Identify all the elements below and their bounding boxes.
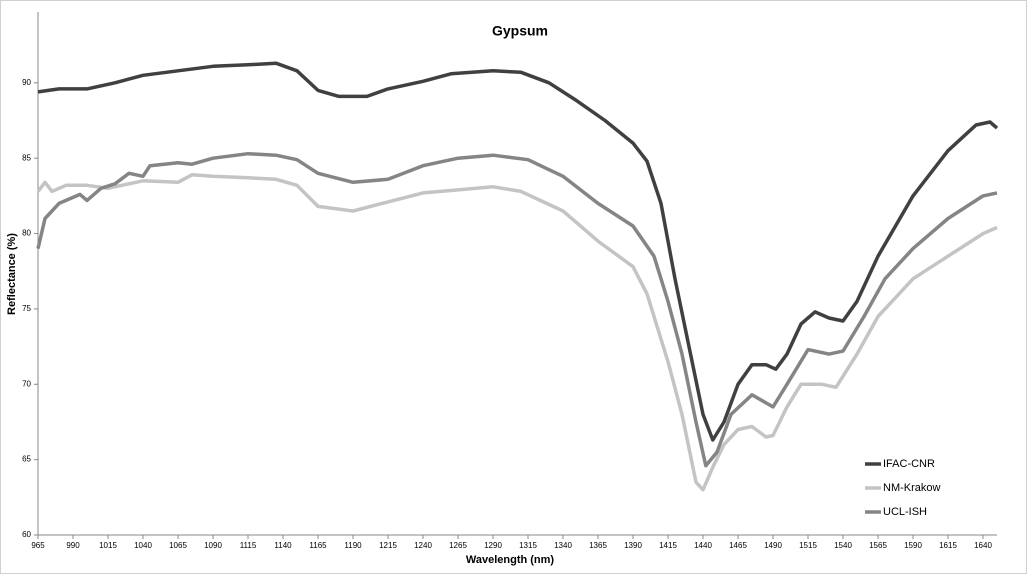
y-tick-label: 70 <box>22 379 31 388</box>
x-tick-label: 1615 <box>939 541 957 550</box>
legend-label: NM-Krakow <box>883 482 941 494</box>
x-tick-label: 1390 <box>624 541 642 550</box>
x-tick-label: 1415 <box>659 541 677 550</box>
x-axis-label: Wavelength (nm) <box>466 554 555 566</box>
y-tick-label: 65 <box>22 455 31 464</box>
x-tick-label: 1440 <box>694 541 712 550</box>
y-tick-label: 60 <box>22 530 31 539</box>
legend-label: UCL-ISH <box>883 506 927 518</box>
x-tick-label: 1290 <box>484 541 502 550</box>
x-tick-label: 1465 <box>729 541 747 550</box>
x-tick-label: 1640 <box>974 541 992 550</box>
x-tick-label: 1090 <box>204 541 222 550</box>
x-tick-label: 965 <box>31 541 45 550</box>
x-tick-label: 1565 <box>869 541 887 550</box>
y-tick-label: 85 <box>22 153 31 162</box>
x-tick-label: 1340 <box>554 541 572 550</box>
x-tick-label: 1040 <box>134 541 152 550</box>
legend-label: IFAC-CNR <box>883 458 935 470</box>
y-axis-label: Reflectance (%) <box>6 233 18 315</box>
x-tick-label: 1140 <box>274 541 292 550</box>
chart-title: Gypsum <box>492 23 548 39</box>
x-tick-label: 1590 <box>904 541 922 550</box>
x-tick-label: 1215 <box>379 541 397 550</box>
x-tick-label: 1115 <box>240 541 257 550</box>
y-tick-label: 75 <box>22 304 31 313</box>
x-tick-label: 1165 <box>309 541 327 550</box>
x-tick-label: 1490 <box>764 541 782 550</box>
x-tick-label: 1015 <box>99 541 117 550</box>
y-tick-label: 90 <box>22 78 31 87</box>
x-tick-label: 1265 <box>449 541 467 550</box>
x-tick-label: 1190 <box>344 541 362 550</box>
x-tick-label: 1540 <box>834 541 852 550</box>
line-series <box>36 151 998 468</box>
x-tick-label: 1240 <box>414 541 432 550</box>
line-series <box>37 61 999 442</box>
x-tick-label: 1515 <box>799 541 817 550</box>
x-tick-label: 1315 <box>519 541 537 550</box>
x-tick-label: 990 <box>66 541 80 550</box>
y-tick-label: 80 <box>22 229 31 238</box>
x-tick-label: 1065 <box>169 541 187 550</box>
x-tick-label: 1365 <box>589 541 607 550</box>
line-series <box>36 173 998 492</box>
